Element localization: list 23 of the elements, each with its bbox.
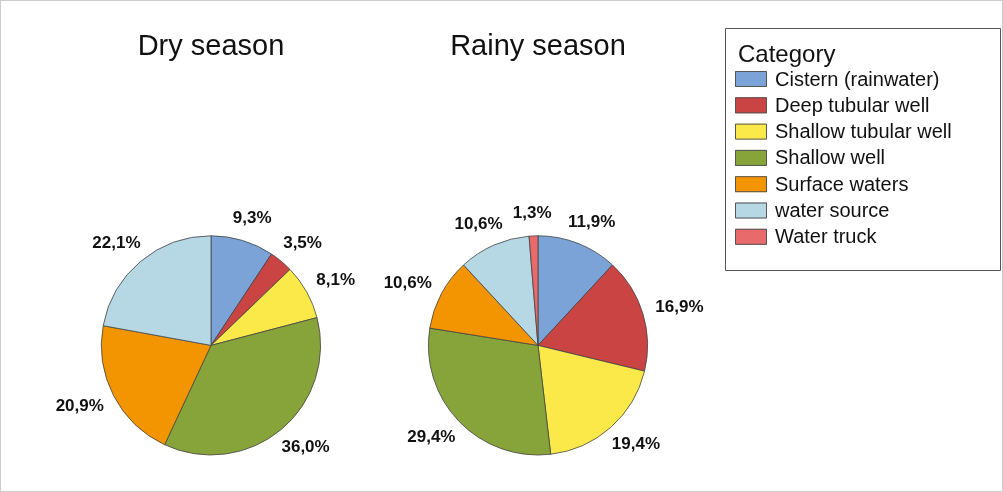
data-label: 20,9% xyxy=(55,395,104,415)
legend-title: Category xyxy=(738,39,836,67)
data-label: 9,3% xyxy=(232,208,272,228)
slice-label: Dry season xyxy=(137,29,285,62)
data-label: 8,1% xyxy=(316,270,356,290)
legend-label: Shallow tubular well xyxy=(775,120,952,143)
legend-label: water source xyxy=(774,199,890,222)
legend-label: Shallow well xyxy=(775,146,886,169)
data-label: 3,5% xyxy=(283,233,322,253)
data-label: 36,0% xyxy=(281,436,330,456)
data-label: 10,6% xyxy=(454,213,503,233)
slice-label: Rainy season xyxy=(450,29,626,62)
data-label: 29,4% xyxy=(407,426,456,446)
data-label: 1,3% xyxy=(512,202,552,222)
data-label: 22,1% xyxy=(92,233,141,253)
legend-label: Water truck xyxy=(775,225,878,248)
data-label: 11,9% xyxy=(568,211,616,231)
legend-label: Surface waters xyxy=(775,172,909,195)
data-label: 10,6% xyxy=(383,272,432,292)
data-label: 19,4% xyxy=(611,434,661,454)
legend-label: Deep tubular well xyxy=(775,93,930,116)
data-label: 16,9% xyxy=(655,296,704,316)
legend-label: Cistern (rainwater) xyxy=(775,67,940,90)
